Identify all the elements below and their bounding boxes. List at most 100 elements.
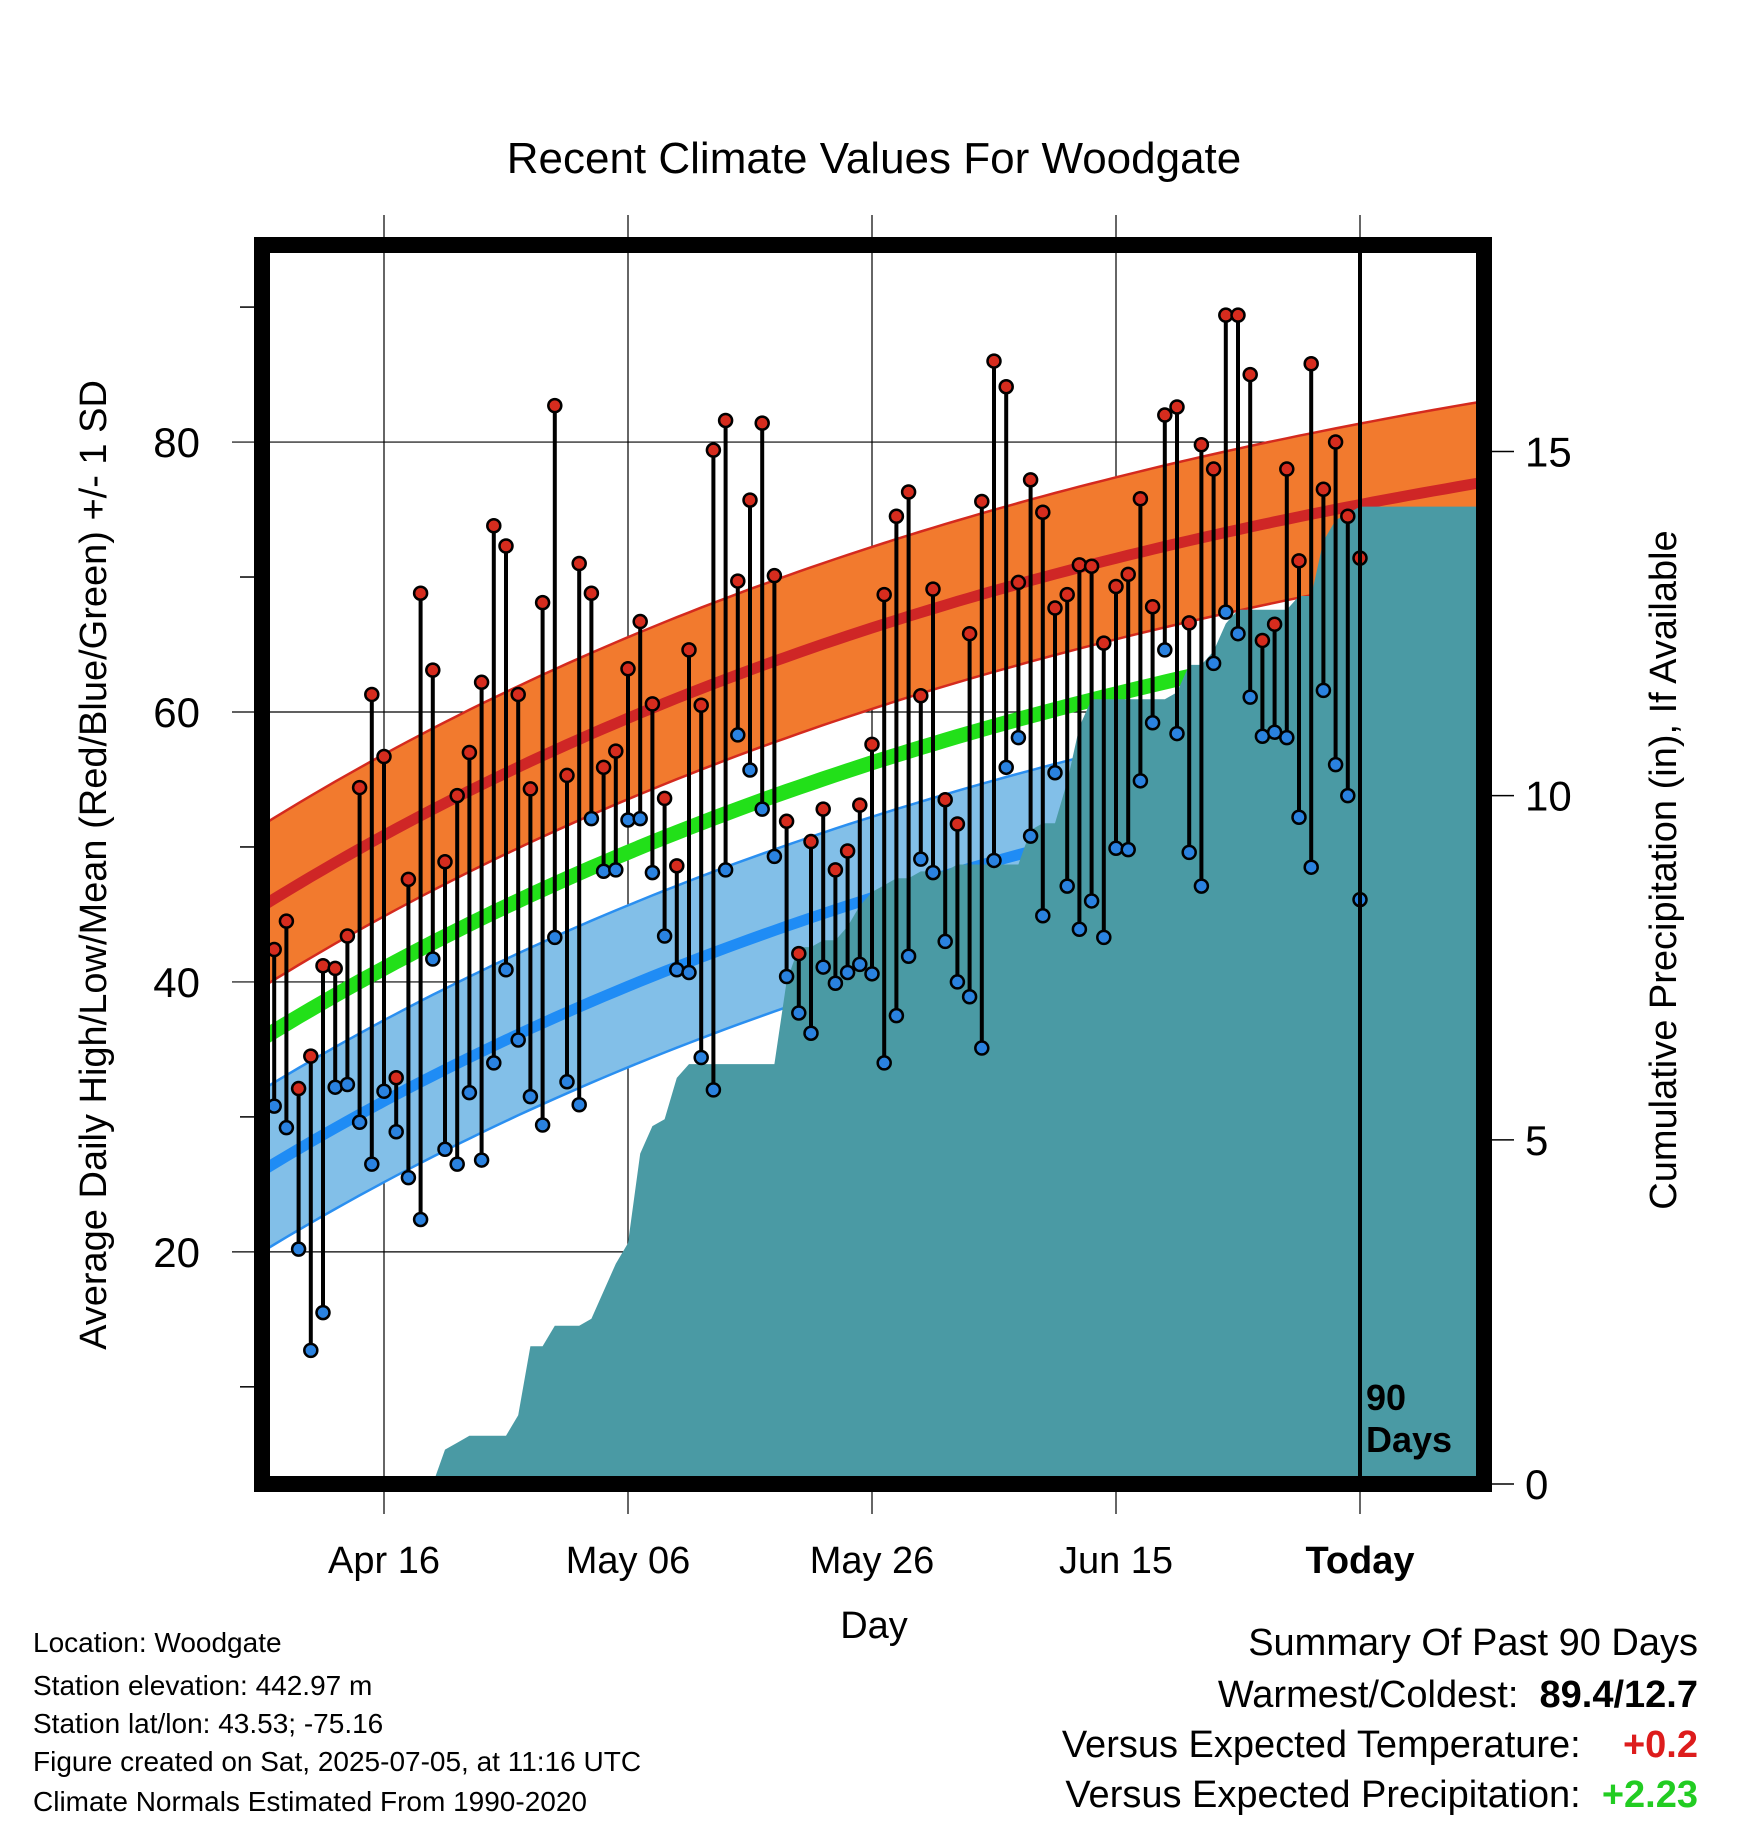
low-point [1279, 729, 1295, 746]
high-point [571, 555, 587, 572]
low-point [730, 727, 746, 743]
high-point [900, 484, 917, 500]
high-point [693, 697, 709, 713]
high-point [1205, 461, 1222, 477]
high-point [803, 833, 819, 850]
low-point [669, 962, 685, 978]
high-point [778, 813, 795, 830]
high-point [1315, 481, 1332, 498]
low-point [949, 974, 966, 990]
low-point [1108, 840, 1124, 857]
high-point [913, 688, 929, 704]
high-point [717, 412, 734, 429]
high-point [1047, 600, 1063, 616]
low-point [315, 1304, 331, 1321]
high-point [1144, 598, 1161, 615]
low-point [888, 1007, 905, 1024]
y-tick-label-2: 60 [153, 689, 200, 736]
low-point [278, 1119, 295, 1136]
low-point [900, 948, 917, 965]
high-point [1022, 472, 1039, 488]
summary-temperature: Versus Expected Temperature: +0.2 [1062, 1724, 1698, 1767]
low-point [656, 928, 673, 944]
low-point [1218, 604, 1234, 620]
high-point [730, 573, 746, 589]
low-point [486, 1055, 502, 1071]
low-point [351, 1114, 368, 1131]
today-marker-label-0: 90 [1366, 1377, 1406, 1418]
low-point [717, 862, 734, 878]
high-point [742, 492, 758, 508]
high-point [974, 493, 990, 510]
high-point [681, 642, 697, 658]
high-point [1059, 586, 1075, 603]
low-point [974, 1040, 990, 1056]
precip-label: Versus Expected Precipitation: [1065, 1774, 1581, 1816]
low-point [1157, 642, 1173, 658]
low-point [1022, 828, 1039, 844]
low-point [473, 1152, 490, 1168]
low-point [449, 1156, 465, 1172]
y-tick-label-1: 40 [153, 959, 200, 1006]
summary-title: Summary Of Past 90 Days [1248, 1622, 1698, 1664]
chart-title: Recent Climate Values For Woodgate [507, 134, 1242, 183]
low-point [913, 851, 929, 867]
low-point [876, 1055, 892, 1071]
low-point [1083, 893, 1100, 909]
low-point [510, 1032, 526, 1048]
low-point [1205, 655, 1222, 672]
low-point [644, 864, 661, 881]
x-tick-label-0: Apr 16 [328, 1540, 440, 1582]
low-point [1315, 682, 1332, 699]
low-point [742, 762, 758, 778]
low-point [534, 1117, 551, 1133]
high-point [1083, 558, 1100, 574]
high-point [1303, 356, 1319, 372]
low-point [827, 975, 844, 992]
high-point [1266, 616, 1283, 633]
high-point [608, 743, 624, 759]
high-point [534, 594, 551, 611]
high-point [412, 585, 429, 601]
high-point [705, 442, 722, 458]
low-point [925, 864, 941, 881]
high-point [1254, 632, 1271, 649]
high-point [754, 415, 770, 431]
high-point [827, 862, 844, 878]
high-point [1120, 566, 1136, 583]
info-normals: Climate Normals Estimated From 1990-2020 [33, 1786, 587, 1817]
low-point [852, 956, 868, 973]
low-point [1291, 809, 1307, 826]
high-point [1230, 307, 1246, 323]
low-point [608, 862, 624, 878]
low-point [839, 964, 856, 981]
x-tick-label-2: May 26 [810, 1540, 935, 1582]
high-point [303, 1048, 319, 1064]
low-point [1193, 878, 1210, 894]
low-point [632, 810, 648, 827]
high-point [425, 662, 441, 678]
low-point [1266, 724, 1283, 740]
high-point [644, 696, 661, 712]
summary-warm-cold: Warmest/Coldest: 89.4/12.7 [1218, 1674, 1698, 1717]
low-point [791, 1005, 807, 1021]
low-point [693, 1049, 709, 1066]
high-point [473, 674, 490, 691]
high-point [1108, 578, 1124, 595]
high-point [791, 945, 807, 962]
high-point [656, 790, 673, 807]
high-point [1327, 434, 1344, 450]
low-point [388, 1123, 404, 1140]
low-point [998, 759, 1014, 776]
low-point [1047, 764, 1063, 781]
high-point [1242, 366, 1258, 383]
low-point [595, 863, 612, 879]
y-right-tick-label-0: 0 [1525, 1461, 1548, 1508]
high-point [364, 686, 380, 703]
high-point [449, 787, 465, 804]
high-point [1279, 461, 1295, 477]
y-right-tick-label-3: 15 [1525, 429, 1572, 476]
high-point [766, 567, 783, 584]
low-point [583, 810, 600, 827]
